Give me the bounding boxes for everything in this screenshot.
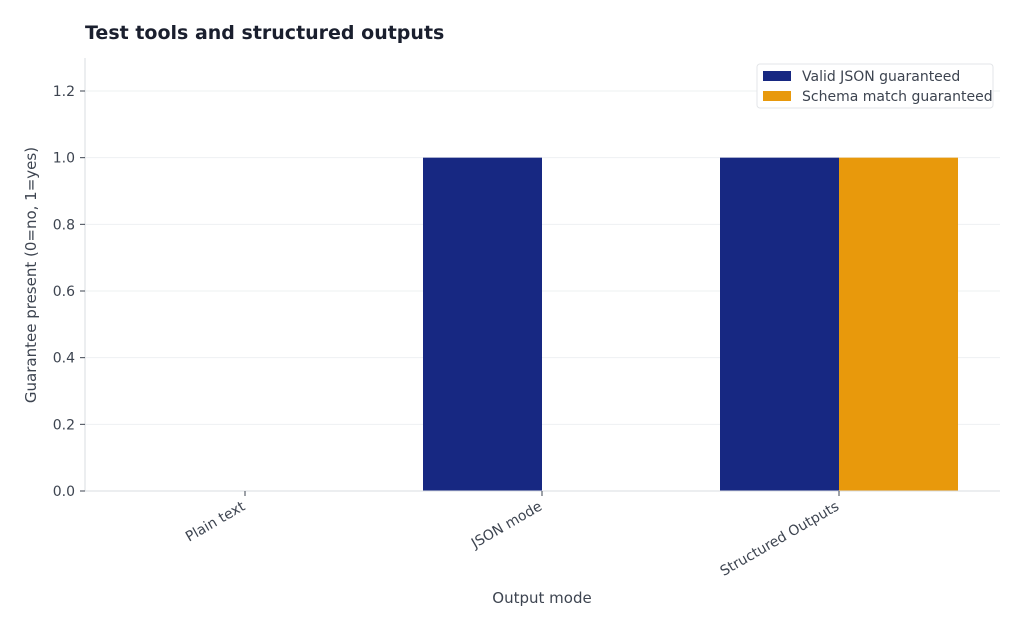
y-axis-label: Guarantee present (0=no, 1=yes) — [22, 147, 40, 403]
bar-valid-json-2 — [720, 157, 839, 491]
legend-label: Valid JSON guaranteed — [802, 69, 960, 85]
legend-swatch — [763, 91, 791, 101]
legend-label: Schema match guaranteed — [802, 89, 993, 105]
y-tick-label: 0.6 — [53, 284, 75, 300]
x-axis-label: Output mode — [492, 589, 591, 607]
x-tick-label: JSON mode — [468, 499, 545, 553]
bar-valid-json-1 — [423, 157, 542, 491]
x-tick-label: Structured Outputs — [718, 499, 842, 580]
y-tick-label: 0.0 — [53, 484, 75, 500]
bar-schema-match-2 — [839, 157, 958, 491]
y-ticks: 0.0 0.2 0.4 0.6 0.8 1.0 1.2 — [53, 84, 85, 500]
y-tick-label: 1.2 — [53, 84, 75, 100]
bars — [423, 157, 958, 491]
legend: Valid JSON guaranteed Schema match guaran… — [756, 63, 994, 109]
legend-box — [756, 63, 994, 109]
y-tick-label: 0.2 — [53, 417, 75, 433]
chart-title: Test tools and structured outputs — [85, 22, 444, 44]
y-tick-label: 1.0 — [53, 151, 75, 167]
y-tick-label: 0.4 — [53, 351, 75, 367]
y-tick-label: 0.8 — [53, 217, 75, 233]
legend-swatch — [763, 71, 791, 81]
x-tick-label: Plain text — [183, 498, 248, 545]
x-ticks: Plain text JSON mode Structured Outputs — [183, 491, 842, 580]
